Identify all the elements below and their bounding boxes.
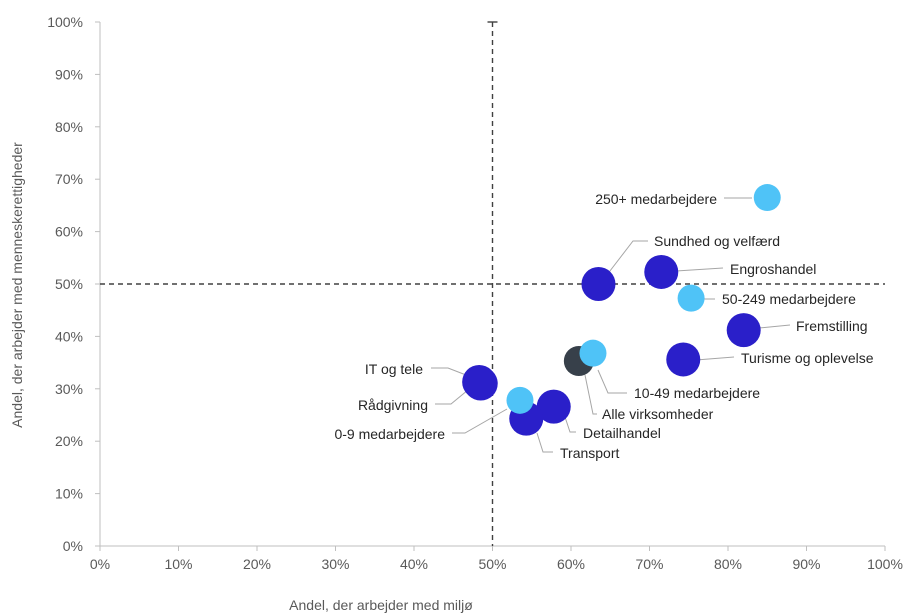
leader-line xyxy=(602,240,648,281)
point-label: IT og tele xyxy=(365,361,423,377)
y-tick-label: 90% xyxy=(55,66,83,82)
data-point[interactable] xyxy=(536,389,571,424)
point-label: 250+ medarbejdere xyxy=(595,191,717,207)
leader-line xyxy=(584,374,597,415)
y-tick-label: 10% xyxy=(55,486,83,502)
y-tick-label: 80% xyxy=(55,119,83,135)
leader-line xyxy=(695,356,735,361)
point-label: Rådgivning xyxy=(358,397,428,413)
data-point[interactable] xyxy=(726,313,761,348)
x-tick-label: 10% xyxy=(164,556,192,572)
point-label: Engroshandel xyxy=(730,261,816,277)
data-points xyxy=(462,184,781,436)
x-tick-label: 80% xyxy=(714,556,742,572)
point-label: 10-49 medarbejdere xyxy=(634,385,760,401)
y-tick-label: 30% xyxy=(55,381,83,397)
data-point[interactable] xyxy=(644,254,679,289)
data-point[interactable] xyxy=(753,184,781,212)
leader-lines xyxy=(431,197,791,453)
point-label: Fremstilling xyxy=(796,318,868,334)
leader-line xyxy=(758,324,791,329)
x-tick-label: 60% xyxy=(557,556,585,572)
data-point[interactable] xyxy=(463,366,498,401)
leader-line xyxy=(435,389,469,405)
x-tick-label: 20% xyxy=(243,556,271,572)
y-tick-label: 40% xyxy=(55,328,83,344)
leader-line xyxy=(597,369,627,394)
axes: 0% 10% 20% 30% 40% 50% 60% 70% 80% 90% 100% 0% 10% 20… xyxy=(47,14,903,572)
point-labels: 250+ medarbejdere Sundhed og velfærd Engro… xyxy=(334,191,873,461)
point-label: 50-249 medarbejdere xyxy=(722,291,856,307)
data-point[interactable] xyxy=(579,339,607,367)
data-point[interactable] xyxy=(506,386,534,414)
leader-line xyxy=(536,432,553,453)
leader-line xyxy=(452,408,508,434)
y-tick-label: 20% xyxy=(55,433,83,449)
y-tick-label: 70% xyxy=(55,171,83,187)
x-tick-label: 40% xyxy=(400,556,428,572)
y-axis-title: Andel, der arbejder med menneskerettighe… xyxy=(9,142,25,428)
point-label: Detailhandel xyxy=(583,425,661,441)
x-tick-label: 90% xyxy=(792,556,820,572)
reference-lines xyxy=(100,21,885,546)
point-label: Turisme og oplevelse xyxy=(741,350,874,366)
x-tick-label: 0% xyxy=(90,556,110,572)
x-tick-label: 70% xyxy=(635,556,663,572)
leader-line xyxy=(675,267,724,272)
point-label: Alle virksomheder xyxy=(602,406,714,422)
data-point[interactable] xyxy=(666,342,701,377)
point-label: Transport xyxy=(560,445,620,461)
y-tick-label: 0% xyxy=(63,538,83,554)
x-tick-label: 100% xyxy=(867,556,903,572)
leader-line xyxy=(564,416,576,433)
leader-line xyxy=(431,367,467,376)
x-tick-label: 50% xyxy=(478,556,506,572)
y-tick-label: 100% xyxy=(47,14,83,30)
point-label: Sundhed og velfærd xyxy=(654,233,780,249)
data-point[interactable] xyxy=(677,284,705,312)
point-label: 0-9 medarbejdere xyxy=(334,426,445,442)
x-tick-label: 30% xyxy=(321,556,349,572)
x-axis-title: Andel, der arbejder med miljø xyxy=(289,597,473,613)
data-point[interactable] xyxy=(581,267,616,301)
y-tick-label: 60% xyxy=(55,224,83,240)
y-tick-label: 50% xyxy=(55,276,83,292)
